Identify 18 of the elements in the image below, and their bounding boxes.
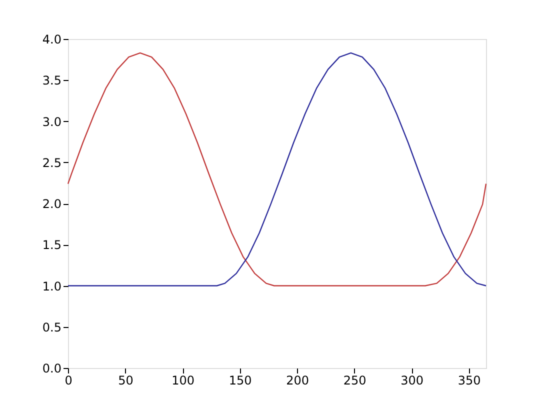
x-tick-label: 300 (400, 374, 424, 388)
y-tick-label: 0.5 (42, 320, 62, 334)
y-tick-label: 0.0 (42, 362, 62, 376)
y-tick-label: 1.0 (42, 279, 62, 294)
y-tick-label: 1.5 (42, 238, 62, 252)
x-tick-label: 150 (228, 374, 252, 388)
x-tick-label: 350 (458, 374, 481, 388)
x-tick-label: 0 (64, 374, 72, 388)
x-tick-label: 200 (286, 374, 309, 388)
line-series (67, 52, 487, 286)
x-tick-label: 100 (172, 374, 194, 388)
y-tick-label: 4.0 (42, 32, 62, 46)
x-tick-label: 50 (118, 374, 134, 388)
y-tick-label: 2.5 (42, 156, 62, 170)
x-tick-label: 250 (343, 374, 366, 388)
y-tick-label: 3.5 (42, 74, 62, 88)
y-tick-label: 2.0 (42, 197, 62, 211)
y-tick-label: 3.0 (42, 114, 62, 129)
